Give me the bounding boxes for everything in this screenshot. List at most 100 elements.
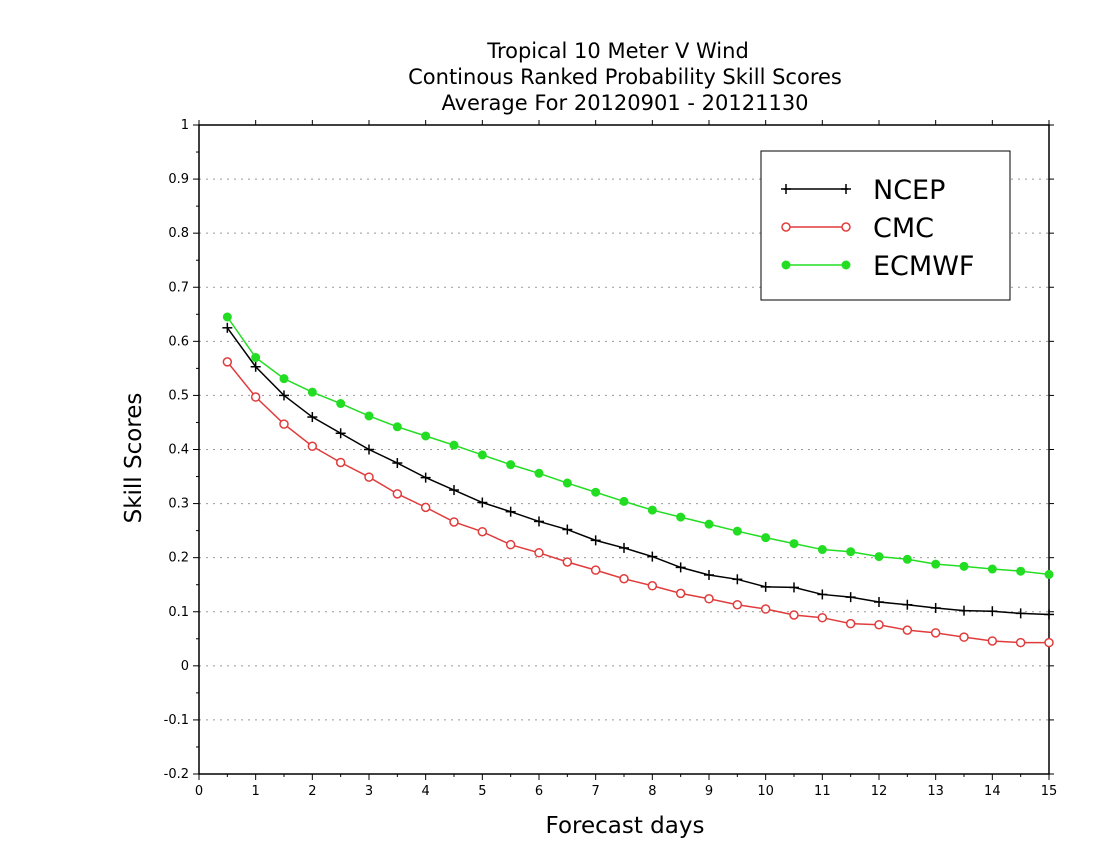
series-cmc	[222, 357, 1054, 648]
open-circle-marker	[845, 618, 856, 629]
x-tick-label: 0	[195, 784, 203, 799]
filled-circle-marker	[1044, 569, 1054, 579]
open-circle-marker	[1015, 637, 1026, 648]
x-tick-label: 14	[984, 784, 1001, 799]
filled-circle-marker	[506, 460, 516, 470]
plus-marker	[619, 542, 629, 553]
open-circle-marker	[477, 526, 488, 537]
filled-circle-marker	[647, 505, 657, 515]
plus-marker	[1015, 608, 1026, 619]
legend-item-ecmwf: ECMWF	[781, 251, 974, 282]
open-circle-marker	[789, 610, 799, 620]
ncep-line	[226, 327, 1050, 616]
plus-marker	[959, 605, 969, 616]
x-tick-label: 8	[648, 784, 656, 799]
open-circle-marker	[760, 604, 771, 614]
y-tick-label: -0.1	[164, 713, 189, 728]
chart-title-line-2: Continous Ranked Probability Skill Score…	[408, 65, 842, 89]
filled-circle-marker	[846, 547, 856, 557]
plus-marker	[675, 562, 686, 573]
filled-circle-marker	[789, 539, 799, 549]
filled-circle-marker	[817, 545, 827, 555]
open-circle-marker	[647, 581, 658, 591]
open-circle-marker	[364, 472, 374, 482]
filled-circle-marker	[591, 487, 601, 497]
x-tick-label: 6	[535, 784, 543, 799]
open-circle-marker	[817, 612, 828, 623]
plus-marker	[562, 524, 573, 535]
filled-circle-marker	[902, 554, 912, 564]
filled-circle-marker	[619, 496, 629, 506]
filled-circle-marker	[841, 260, 851, 270]
filled-circle-marker	[1016, 566, 1026, 576]
plus-marker	[817, 589, 828, 600]
plus-marker	[841, 184, 851, 194]
plus-marker	[505, 506, 516, 517]
axes: -0.2-0.100.10.20.30.40.50.60.70.80.910 1 2…	[164, 118, 1058, 799]
plus-marker	[987, 606, 998, 617]
plus-marker	[845, 592, 856, 603]
filled-circle-marker	[732, 526, 742, 536]
plus-marker	[420, 472, 431, 483]
plus-marker	[392, 458, 403, 469]
x-tick-label: 5	[478, 784, 486, 799]
x-tick-label: 1	[252, 784, 260, 799]
plus-marker	[930, 602, 941, 613]
chart-title-line-3: Average For 20120901 - 20121130	[441, 91, 808, 115]
x-tick-label: 2	[308, 784, 316, 799]
y-tick-label: 0.2	[168, 551, 189, 566]
y-tick-label: 0.3	[168, 497, 189, 512]
open-circle-marker	[732, 599, 743, 610]
legend: NCEP CMC ECMWF	[760, 150, 1011, 301]
filled-circle-marker	[449, 440, 459, 450]
y-tick-label: 1	[181, 118, 189, 133]
filled-circle-marker	[704, 519, 714, 529]
open-circle-marker	[841, 222, 851, 232]
y-tick-label: 0	[181, 659, 189, 674]
x-tick-label: 3	[365, 784, 373, 799]
plus-marker	[760, 581, 771, 592]
filled-circle-marker	[336, 399, 346, 409]
plus-marker	[704, 569, 714, 580]
open-circle-marker	[590, 565, 601, 575]
legend-label: CMC	[873, 213, 934, 244]
x-tick-label: 11	[814, 784, 831, 799]
y-tick-label: 0.5	[168, 388, 189, 403]
y-tick-label: -0.2	[164, 767, 189, 782]
y-tick-label: 0.4	[168, 443, 189, 458]
open-circle-marker	[619, 574, 629, 584]
x-tick-label: 4	[422, 784, 430, 799]
plus-marker	[874, 597, 884, 608]
open-circle-marker	[675, 588, 686, 599]
series-ncep	[222, 322, 1054, 620]
ecmwf-line	[226, 316, 1050, 576]
open-circle-marker	[534, 548, 544, 558]
y-axis-title: Skill Scores	[121, 393, 147, 524]
plus-marker	[781, 184, 791, 194]
open-circle-marker	[505, 539, 516, 550]
filled-circle-marker	[392, 422, 402, 432]
plus-marker	[647, 551, 658, 562]
open-circle-marker	[959, 632, 969, 642]
x-tick-label: 10	[757, 784, 774, 799]
filled-circle-marker	[364, 411, 374, 421]
plus-marker	[477, 497, 488, 508]
open-circle-marker	[781, 222, 791, 232]
y-tick-label: 0.9	[168, 172, 189, 187]
open-circle-marker	[392, 489, 403, 499]
series-ecmwf	[222, 312, 1054, 579]
open-circle-marker	[930, 628, 941, 638]
legend-box	[760, 150, 1011, 301]
x-tick-label: 7	[592, 784, 600, 799]
open-circle-marker	[449, 517, 459, 527]
filled-circle-marker	[676, 512, 686, 522]
open-circle-marker	[250, 392, 261, 402]
filled-circle-marker	[781, 260, 791, 270]
plus-marker	[534, 516, 544, 527]
plus-marker	[902, 599, 913, 610]
data-series	[222, 312, 1054, 648]
filled-circle-marker	[421, 431, 431, 441]
filled-circle-marker	[562, 478, 572, 488]
filled-circle-marker	[477, 450, 487, 460]
